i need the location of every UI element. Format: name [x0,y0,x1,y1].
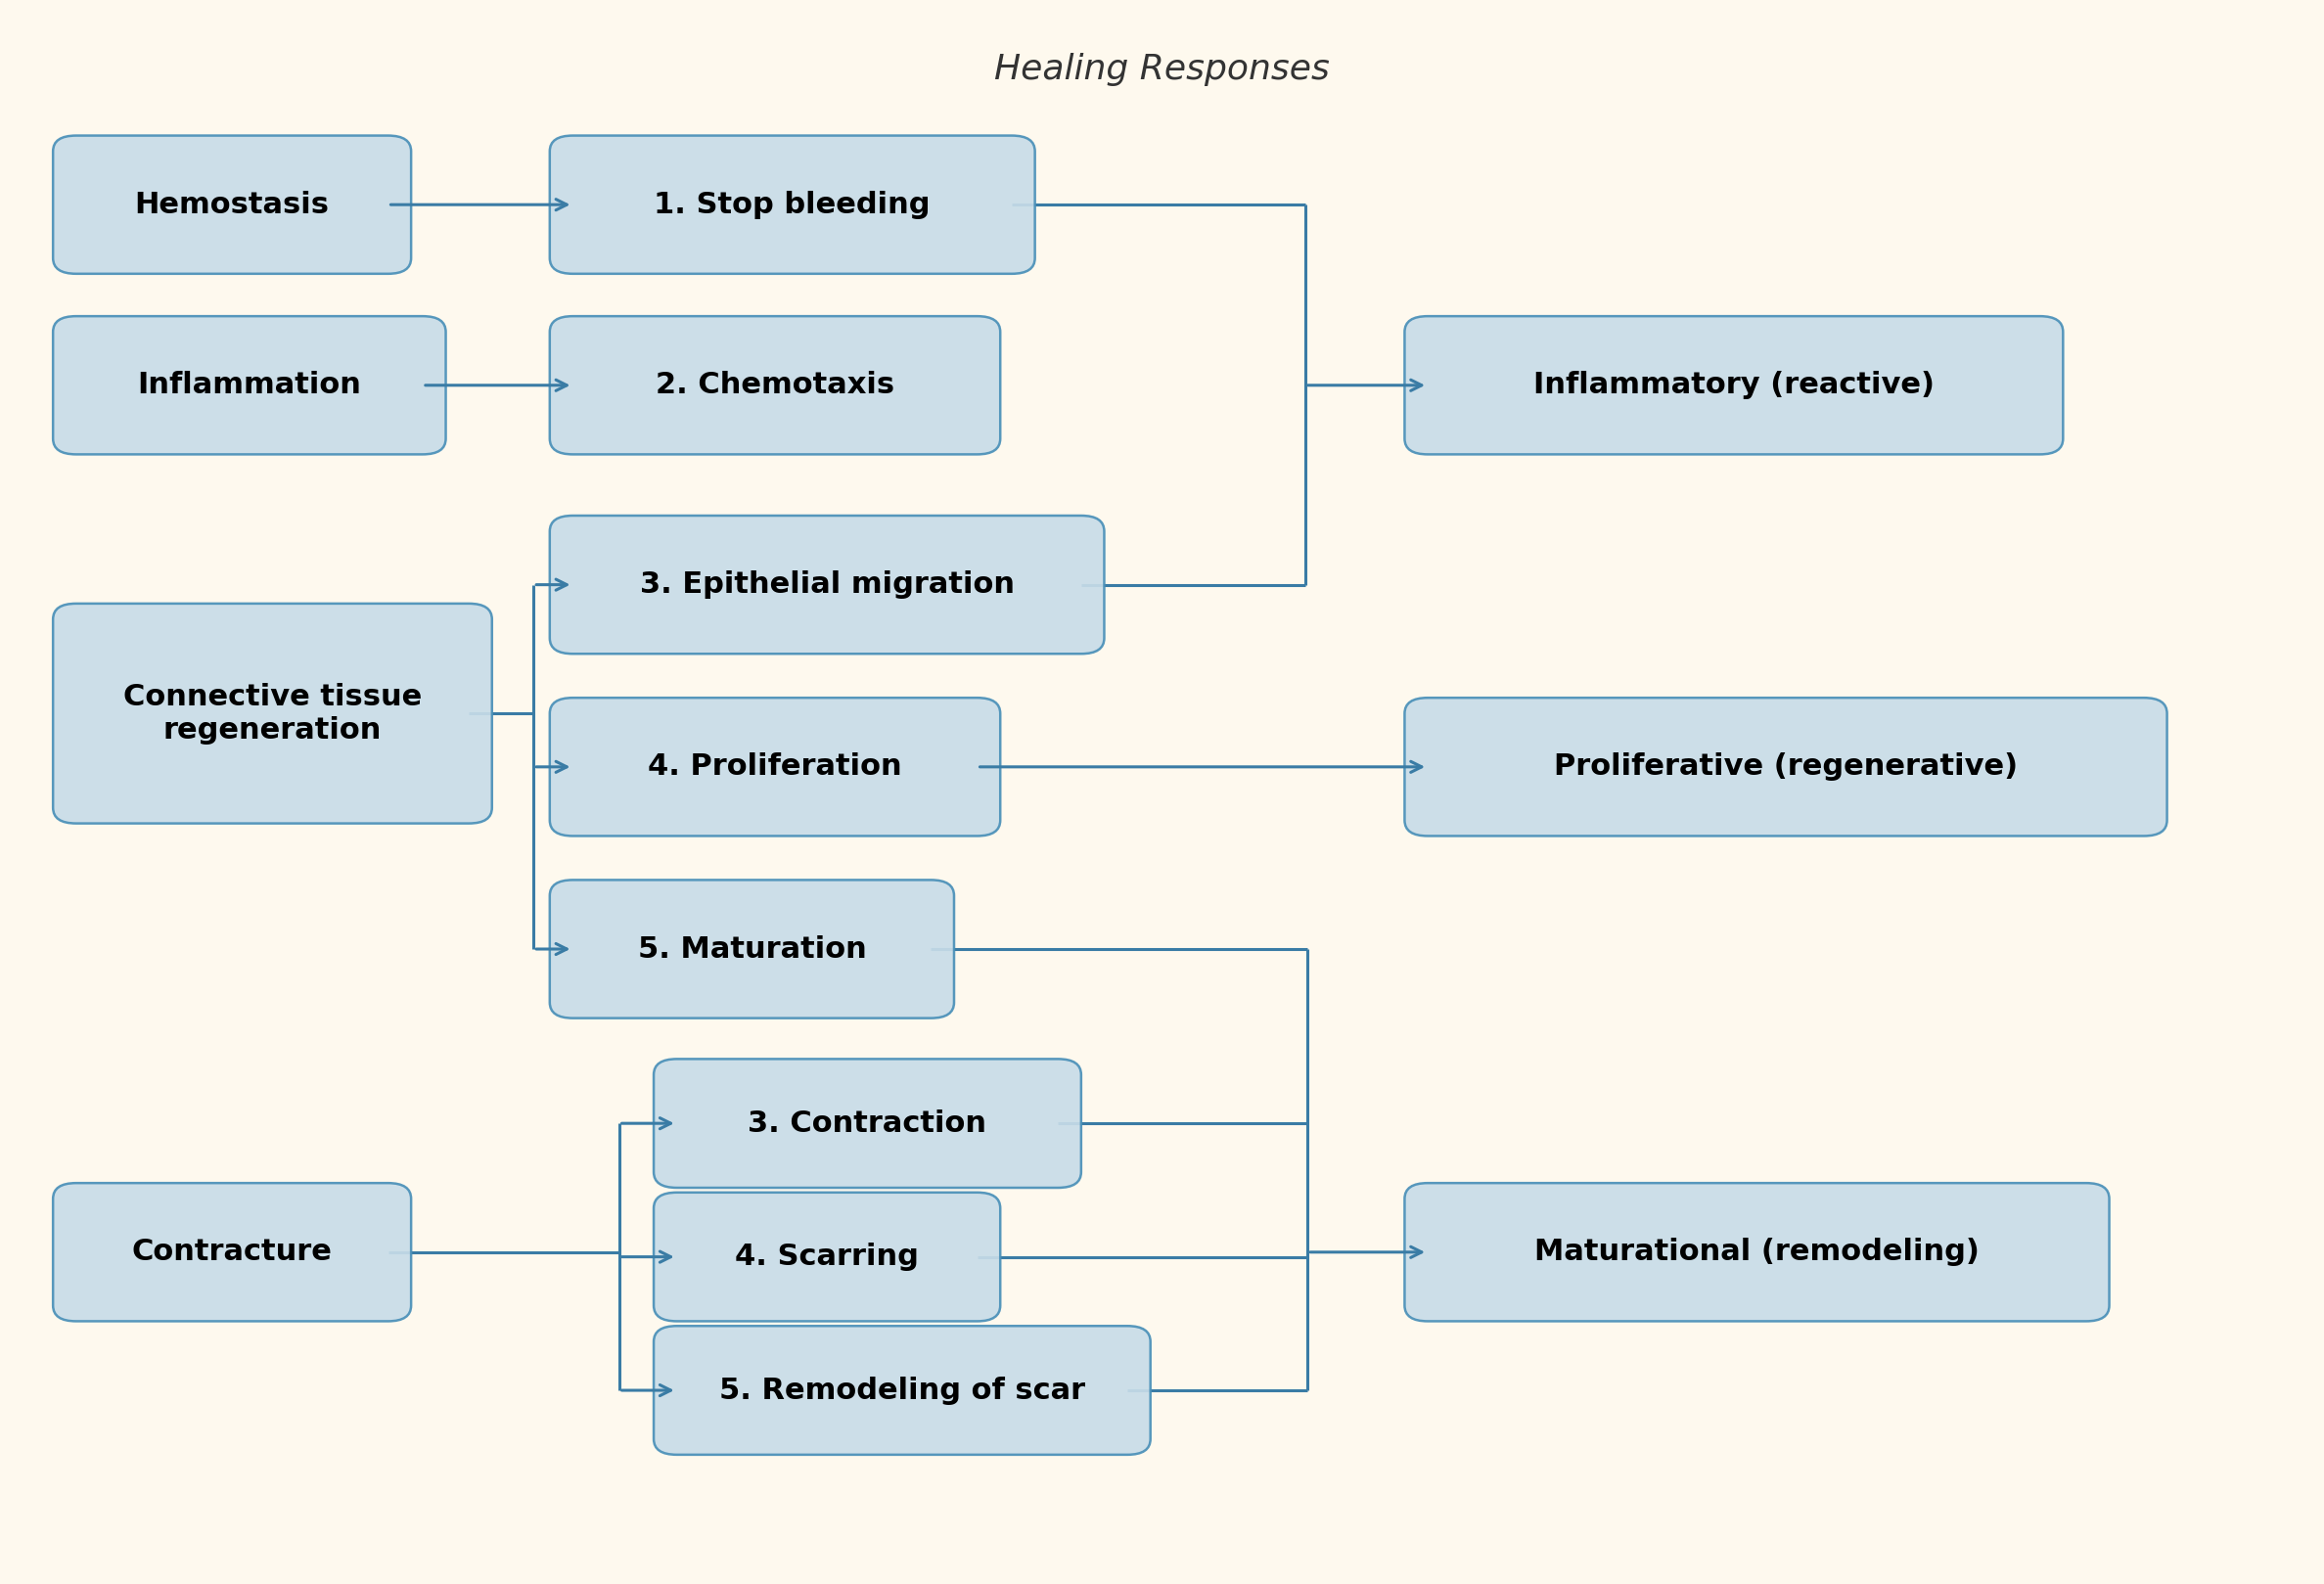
Text: 5. Maturation: 5. Maturation [637,935,867,963]
FancyBboxPatch shape [551,516,1104,654]
Text: 4. Scarring: 4. Scarring [734,1243,918,1270]
FancyBboxPatch shape [551,136,1034,274]
FancyBboxPatch shape [551,699,999,836]
Text: 3. Contraction: 3. Contraction [748,1109,988,1137]
Text: 5. Remodeling of scar: 5. Remodeling of scar [718,1376,1085,1405]
Text: Inflammatory (reactive): Inflammatory (reactive) [1534,371,1934,399]
FancyBboxPatch shape [653,1193,999,1321]
Text: 3. Epithelial migration: 3. Epithelial migration [639,570,1013,599]
FancyBboxPatch shape [53,1183,411,1321]
FancyBboxPatch shape [1404,317,2064,455]
Text: Healing Responses: Healing Responses [995,52,1329,86]
FancyBboxPatch shape [653,1326,1150,1454]
FancyBboxPatch shape [551,317,999,455]
Text: Maturational (remodeling): Maturational (remodeling) [1534,1239,1980,1266]
Text: 4. Proliferation: 4. Proliferation [648,752,902,781]
FancyBboxPatch shape [1404,1183,2110,1321]
FancyBboxPatch shape [551,881,955,1019]
Text: Connective tissue
regeneration: Connective tissue regeneration [123,683,423,744]
FancyBboxPatch shape [53,317,446,455]
Text: Contracture: Contracture [132,1239,332,1266]
FancyBboxPatch shape [1404,699,2166,836]
Text: Proliferative (regenerative): Proliferative (regenerative) [1555,752,2017,781]
Text: Hemostasis: Hemostasis [135,190,330,219]
Text: 1. Stop bleeding: 1. Stop bleeding [653,190,930,219]
FancyBboxPatch shape [53,136,411,274]
Text: Inflammation: Inflammation [137,371,360,399]
Text: 2. Chemotaxis: 2. Chemotaxis [655,371,895,399]
FancyBboxPatch shape [53,604,493,824]
FancyBboxPatch shape [653,1060,1081,1188]
